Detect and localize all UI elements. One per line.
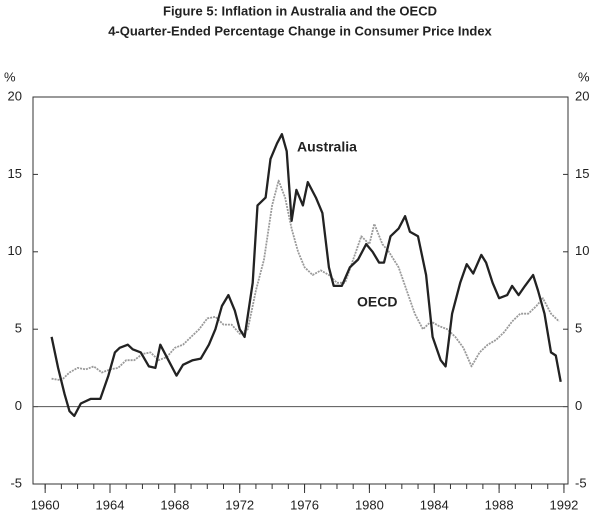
y-tick-label: 0 (15, 398, 22, 413)
x-tick-label: 1972 (225, 497, 254, 512)
y2-tick-label: 20 (575, 88, 589, 103)
y2-tick-label: -5 (575, 475, 587, 490)
x-tick-label: 1988 (485, 497, 514, 512)
x-tick-label: 1964 (96, 497, 125, 512)
series-line (50, 133, 562, 418)
x-tick-label: 1960 (31, 497, 60, 512)
y-tick-label: 10 (8, 243, 22, 258)
y-tick-label: -5 (10, 475, 22, 490)
annotation: OECD (357, 294, 397, 310)
y2-tick-label: 10 (575, 243, 589, 258)
y-tick-label: 15 (8, 166, 22, 181)
x-tick-label: 1976 (290, 497, 319, 512)
y2-tick-label: 0 (575, 398, 582, 413)
series-line (51, 179, 560, 382)
y-tick-label: 20 (8, 88, 22, 103)
chart-title: Figure 5: Inflation in Australia and the… (163, 3, 437, 18)
y-tick-label: 5 (15, 321, 22, 336)
x-tick-label: 1968 (160, 497, 189, 512)
x-tick-label: 1992 (549, 497, 578, 512)
x-tick-label: 1984 (420, 497, 449, 512)
y2-axis-unit: % (578, 69, 590, 84)
x-tick-label: 1980 (355, 497, 384, 512)
annotation: Australia (297, 139, 357, 155)
y-axis-unit: % (4, 69, 16, 84)
y2-tick-label: 5 (575, 321, 582, 336)
y2-tick-label: 15 (575, 166, 589, 181)
plot-frame (32, 96, 569, 485)
chart-subtitle: 4-Quarter-Ended Percentage Change in Con… (108, 23, 492, 38)
